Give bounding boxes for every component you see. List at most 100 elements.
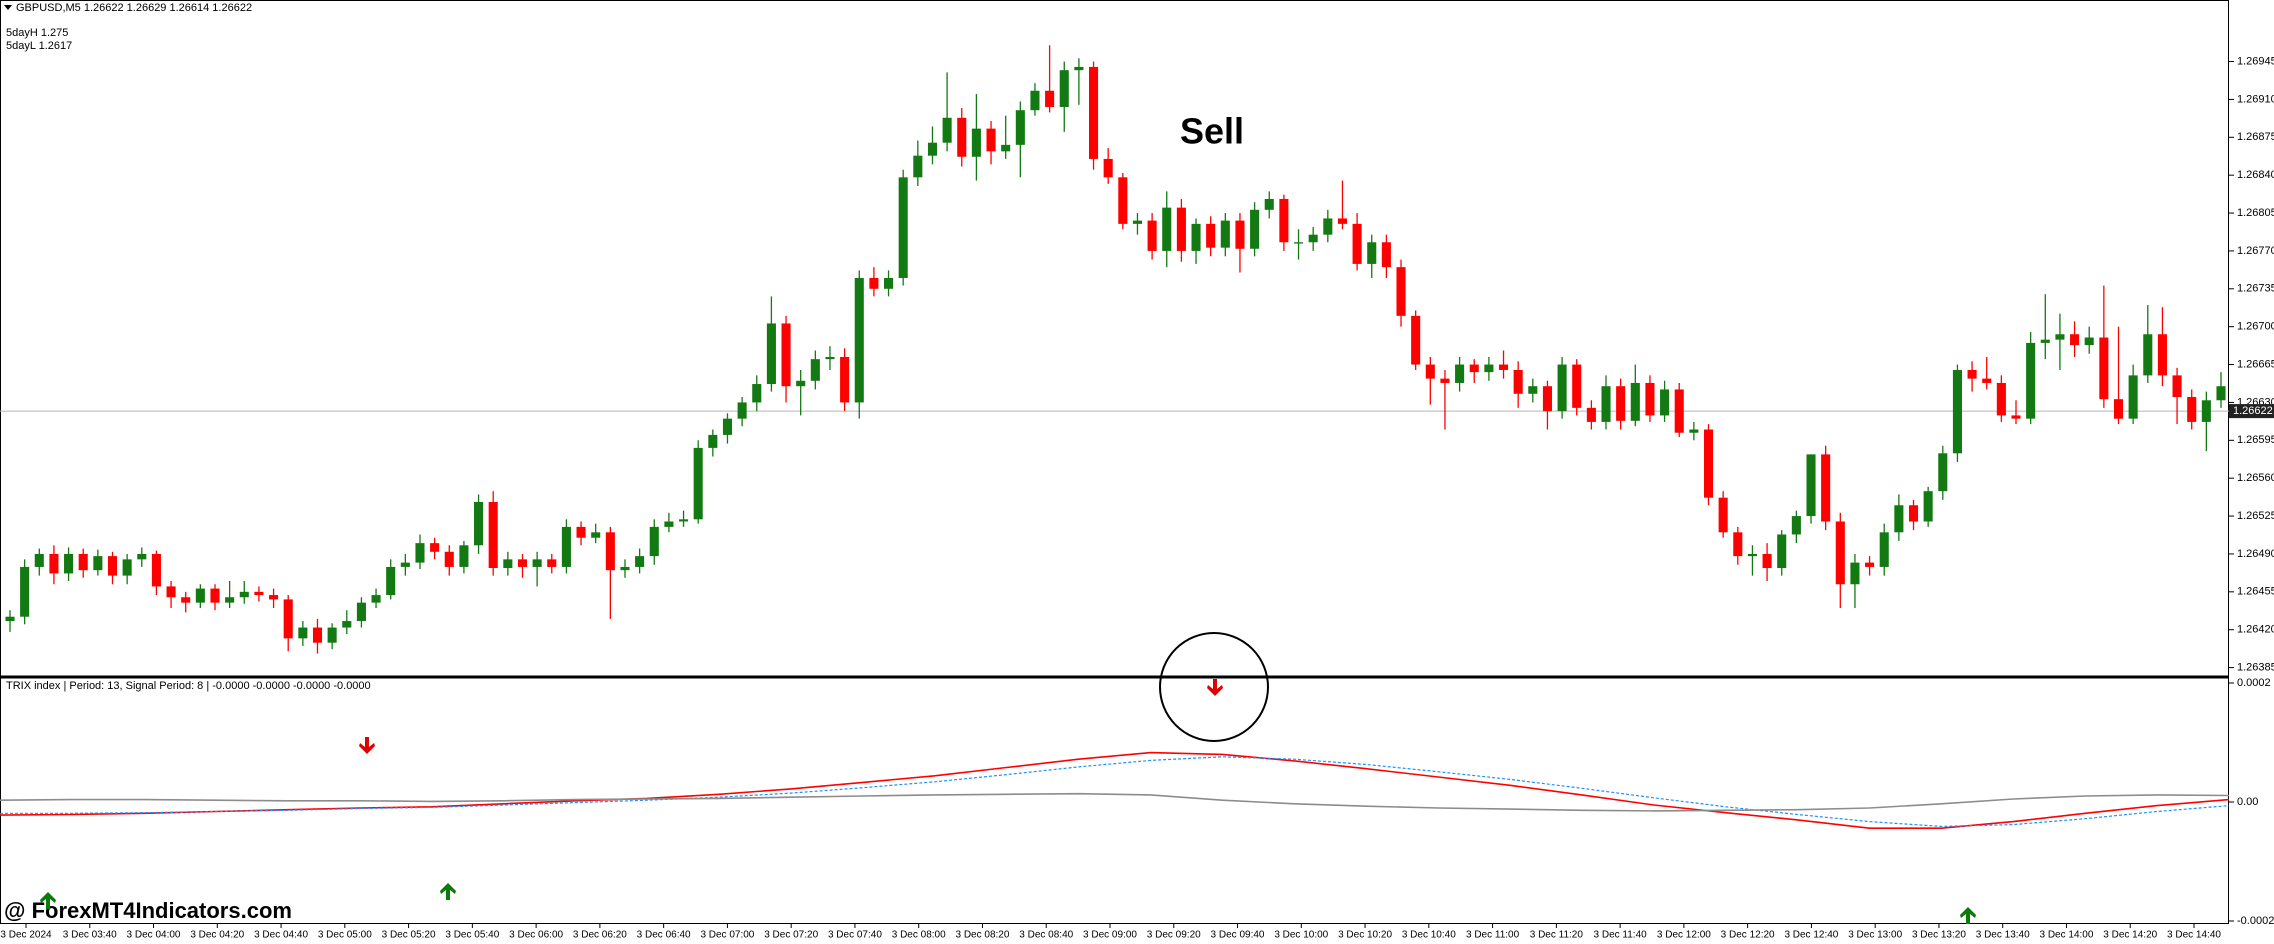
candle-body	[2172, 375, 2182, 398]
y-tick-label: 0.0002	[2237, 677, 2271, 689]
x-tick-label: 3 Dec 06:00	[509, 930, 563, 941]
annotation: 5dayL 1.2617	[6, 40, 72, 52]
candle-body	[1806, 454, 1816, 517]
candle-body	[1630, 382, 1640, 421]
candle-body	[1235, 220, 1245, 249]
highlight-circle	[1159, 632, 1269, 742]
candle-body	[2187, 397, 2197, 422]
candle-body	[210, 588, 220, 603]
candle-body	[239, 591, 249, 598]
candle-body	[1206, 223, 1216, 248]
candle-body	[1894, 505, 1904, 533]
candle-body	[2026, 342, 2036, 419]
x-tick-label: 3 Dec 05:40	[445, 930, 499, 941]
annotation: 5dayH 1.275	[6, 27, 68, 39]
candle-body	[547, 559, 557, 567]
candle-body	[1469, 364, 1479, 373]
candle-body	[1088, 66, 1099, 159]
candle-body	[1425, 364, 1435, 379]
candle-body	[1674, 389, 1684, 433]
candle-body	[269, 595, 279, 600]
candle-body	[1821, 454, 1831, 522]
candle-body	[576, 526, 586, 538]
candle-body	[1747, 553, 1757, 557]
candle-body	[2055, 334, 2065, 340]
candle-body	[195, 588, 205, 603]
candle-body	[2143, 334, 2153, 376]
x-tick-label: 3 Dec 06:20	[573, 930, 627, 941]
x-tick-label: 3 Dec 09:40	[1211, 930, 1265, 941]
candle-body	[327, 627, 337, 643]
candle-body	[913, 155, 923, 178]
y-tick-label: 1.26805	[2237, 207, 2274, 219]
candle-body	[1059, 70, 1069, 107]
candle-body	[693, 447, 703, 520]
candle-body	[1264, 198, 1274, 210]
candle-body	[312, 627, 323, 643]
candle-body	[561, 526, 571, 567]
x-tick-label: 3 Dec 13:40	[1976, 930, 2030, 941]
x-tick-label: 3 Dec 06:40	[637, 930, 691, 941]
candle-body	[810, 359, 820, 381]
x-tick-label: 3 Dec 07:20	[764, 930, 818, 941]
candle-body	[1367, 242, 1377, 264]
candle-body	[166, 586, 176, 598]
y-tick-label: 0.00	[2237, 796, 2258, 808]
candle-body	[620, 566, 630, 571]
x-tick-label: 3 Dec 10:20	[1338, 930, 1392, 941]
candle-body	[1030, 90, 1040, 111]
candle-body	[898, 177, 908, 278]
y-tick-label: 1.26525	[2237, 510, 2274, 522]
candle-body	[5, 616, 15, 622]
y-tick-label: 1.26700	[2237, 321, 2274, 333]
candle-body	[1293, 242, 1304, 244]
candle-body	[1542, 386, 1552, 412]
candle-body	[737, 402, 747, 419]
x-tick-label: 3 Dec 14:20	[2103, 930, 2157, 941]
buy-arrow	[1960, 907, 1976, 924]
candle-body	[137, 553, 147, 560]
candle-body	[2040, 339, 2050, 343]
x-tick-label: 3 Dec 13:20	[1912, 930, 1966, 941]
candle-body	[796, 380, 806, 387]
current-price-label: 1.26622	[2233, 405, 2273, 417]
candle-body	[1689, 429, 1699, 433]
candle-body	[444, 551, 454, 567]
candle-body	[869, 277, 879, 289]
y-tick-label: 1.26945	[2237, 55, 2274, 67]
candle-body	[400, 562, 410, 567]
x-tick-label: 3 Dec 12:40	[1784, 930, 1838, 941]
candle-body	[356, 602, 366, 622]
sell-arrows	[359, 679, 1223, 754]
candle-body	[1396, 267, 1406, 316]
candle-body	[1967, 369, 1977, 379]
candle-body	[107, 556, 118, 576]
plot-frame	[0, 0, 2229, 924]
candle-body	[1996, 382, 2006, 416]
candle-body	[1718, 497, 1728, 533]
sell-annotation: Sell	[1180, 111, 1244, 152]
candle-body	[181, 597, 191, 603]
candle-body	[415, 543, 425, 563]
x-tick-label: 3 Dec 09:20	[1147, 930, 1201, 941]
candle-body	[664, 521, 674, 527]
candle-body	[1923, 491, 1933, 522]
y-tick-label: 1.26420	[2237, 624, 2274, 636]
candle-body	[430, 543, 440, 552]
indicator-line	[0, 756, 2230, 828]
x-tick-label: 3 Dec 04:40	[254, 930, 308, 941]
candle-body	[1352, 223, 1362, 264]
y-tick-label: 1.26735	[2237, 283, 2274, 295]
candle-body	[1381, 242, 1391, 268]
watermark: @ ForexMT4Indicators.com	[4, 898, 292, 923]
candle-body	[986, 128, 996, 152]
symbol-menu-icon[interactable]	[4, 5, 12, 10]
candle-body	[708, 434, 718, 448]
candle-body	[1938, 453, 1948, 492]
y-tick-label: 1.26910	[2237, 93, 2274, 105]
candle-body	[20, 566, 30, 617]
candle-body	[2084, 337, 2094, 346]
candle-body	[78, 553, 88, 571]
candle-body	[2099, 337, 2109, 400]
candle-body	[1952, 369, 1962, 454]
